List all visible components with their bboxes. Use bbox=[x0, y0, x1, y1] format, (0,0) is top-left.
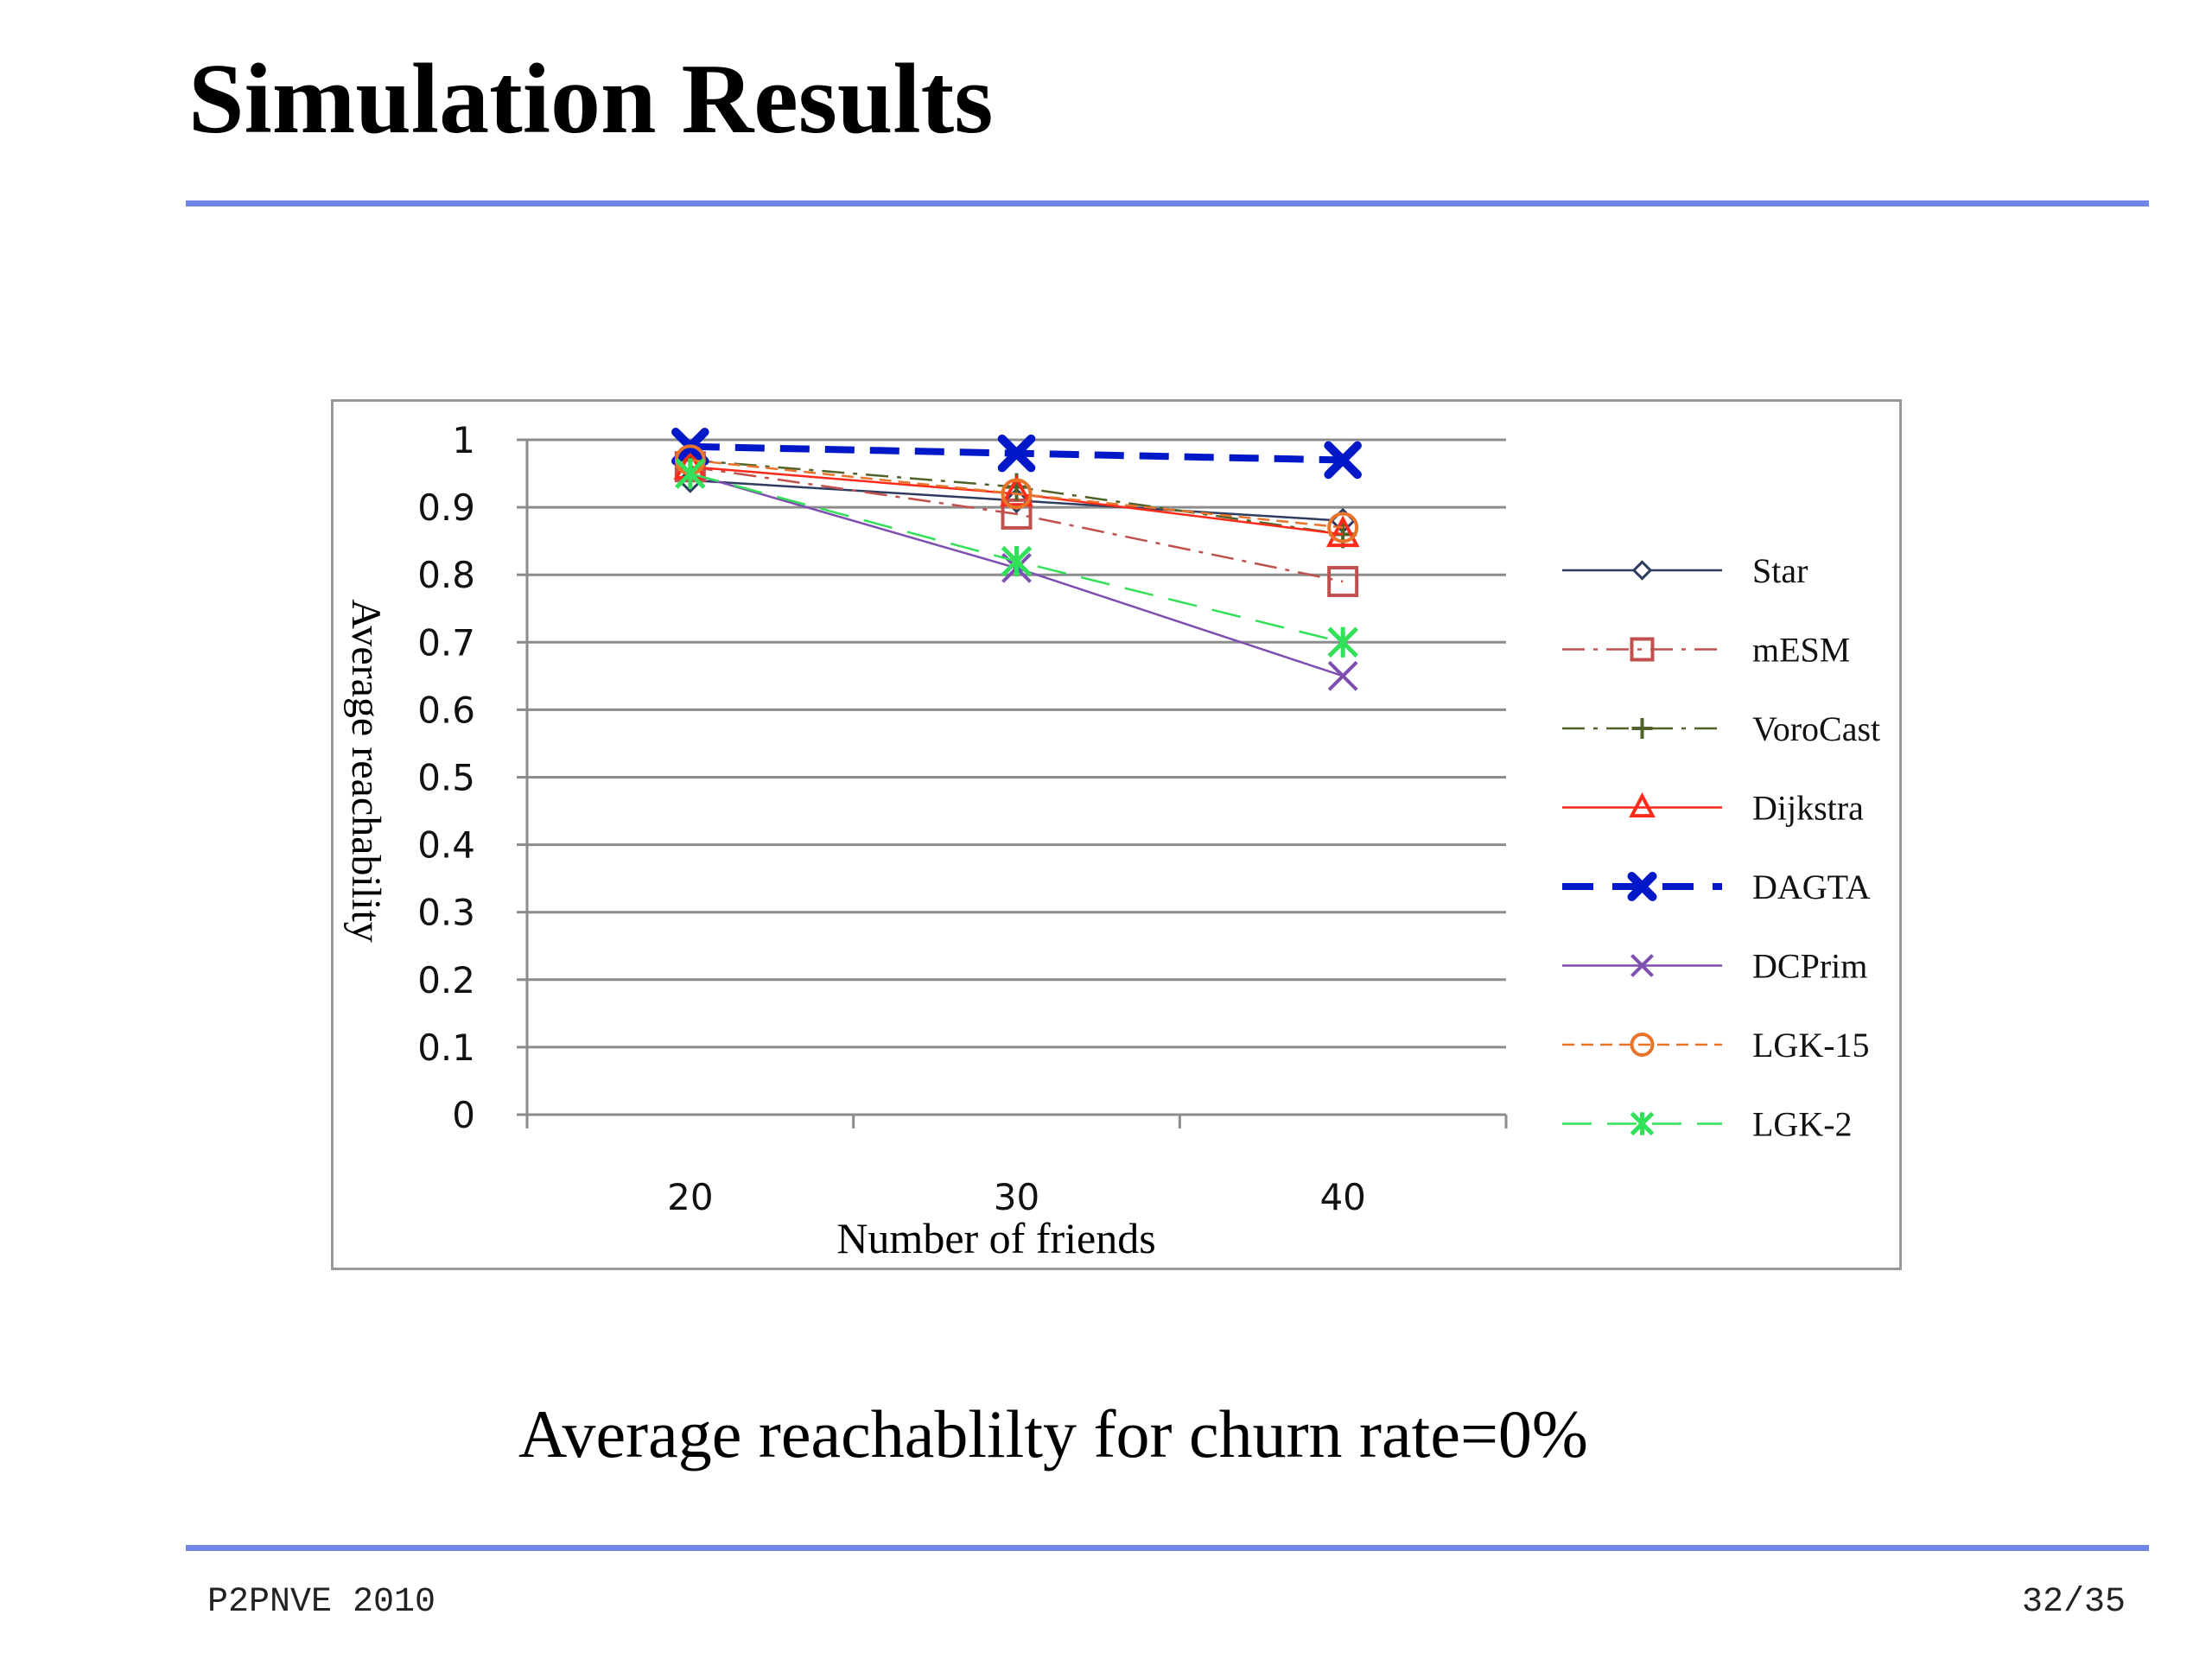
y-axis-label: Average reachability bbox=[343, 599, 389, 943]
legend-label: Dijkstra bbox=[1752, 789, 1864, 828]
legend-item: DCPrim bbox=[1562, 947, 1867, 986]
data-point bbox=[1324, 441, 1362, 480]
reachability-line-chart: 0 0.1 0.2 0.3 0.4 0.5 0.6 0.7 0.8 0.9 1 20 30 40 Star… bbox=[343, 419, 1880, 1262]
x-tick-label: 40 bbox=[1319, 1176, 1365, 1218]
data-point bbox=[997, 434, 1036, 473]
y-tick-label: 0.2 bbox=[417, 959, 475, 1001]
legend-item: LGK-15 bbox=[1562, 1026, 1870, 1065]
grid-lines bbox=[527, 438, 1506, 1116]
legend-label: LGK-2 bbox=[1752, 1105, 1853, 1144]
series-line bbox=[690, 459, 1344, 529]
legend-label: DCPrim bbox=[1752, 947, 1867, 986]
x-axis-label: Number of friends bbox=[836, 1214, 1155, 1262]
legend-item: mESM bbox=[1562, 631, 1850, 670]
data-point bbox=[1001, 545, 1033, 577]
series-lgk-2 bbox=[675, 458, 1358, 658]
y-tick-label: 0.1 bbox=[417, 1027, 475, 1069]
x-tick-label: 30 bbox=[994, 1176, 1039, 1218]
x-tick-label: 20 bbox=[667, 1176, 713, 1218]
y-tick-label: 0.3 bbox=[417, 892, 475, 934]
legend-item: LGK-2 bbox=[1562, 1105, 1853, 1144]
data-point bbox=[1325, 515, 1360, 548]
data-point bbox=[1327, 566, 1359, 598]
legend-item: Dijkstra bbox=[1562, 789, 1864, 828]
legend-item: DAGTA bbox=[1562, 868, 1871, 906]
data-point bbox=[1627, 872, 1657, 901]
data-point bbox=[1001, 478, 1033, 510]
data-point bbox=[1327, 512, 1359, 543]
legend-label: Star bbox=[1752, 551, 1808, 590]
footer-page-number: 32/35 bbox=[2021, 1583, 2126, 1622]
y-tick-label: 0.7 bbox=[417, 621, 475, 664]
legend-label: DAGTA bbox=[1752, 868, 1871, 906]
slide-title: Simulation Results bbox=[188, 44, 994, 155]
legend-label: mESM bbox=[1752, 631, 1850, 670]
y-tick-label: 0.5 bbox=[417, 757, 475, 799]
chart-caption: Average reachablilty for churn rate=0% bbox=[518, 1396, 1588, 1471]
legend-label: LGK-15 bbox=[1752, 1026, 1870, 1065]
data-point bbox=[1629, 792, 1656, 818]
bottom-divider bbox=[186, 1545, 2149, 1551]
y-tick-label: 0.4 bbox=[417, 824, 475, 867]
data-point bbox=[1327, 660, 1358, 691]
data-point bbox=[1630, 1111, 1655, 1136]
data-point bbox=[1631, 560, 1653, 581]
y-tick-label: 0 bbox=[452, 1094, 475, 1136]
data-point bbox=[1000, 474, 1033, 507]
axes: 0 0.1 0.2 0.3 0.4 0.5 0.6 0.7 0.8 0.9 1 20 30 40 bbox=[417, 419, 1508, 1218]
data-point bbox=[1631, 718, 1653, 739]
legend-label: VoroCast bbox=[1752, 709, 1880, 748]
y-tick-label: 1 bbox=[452, 419, 475, 461]
top-divider bbox=[186, 200, 2149, 207]
legend: Star mESM VoroCast Dijkstra DAGTA DCPrim LGK-1… bbox=[1562, 551, 1880, 1144]
data-point bbox=[1630, 954, 1654, 977]
legend-item: Star bbox=[1562, 551, 1808, 590]
data-point bbox=[1327, 626, 1358, 658]
series-line bbox=[690, 466, 1344, 583]
series-lines bbox=[671, 428, 1362, 691]
data-point bbox=[675, 458, 706, 489]
footer-conference: P2PNVE 2010 bbox=[207, 1583, 436, 1622]
series-dagta bbox=[671, 428, 1362, 480]
y-tick-label: 0.9 bbox=[417, 486, 475, 529]
y-tick-label: 0.6 bbox=[417, 689, 475, 731]
data-point bbox=[1630, 637, 1655, 662]
data-point bbox=[1630, 1033, 1655, 1057]
y-tick-label: 0.8 bbox=[417, 554, 475, 596]
legend-item: VoroCast bbox=[1562, 709, 1880, 748]
